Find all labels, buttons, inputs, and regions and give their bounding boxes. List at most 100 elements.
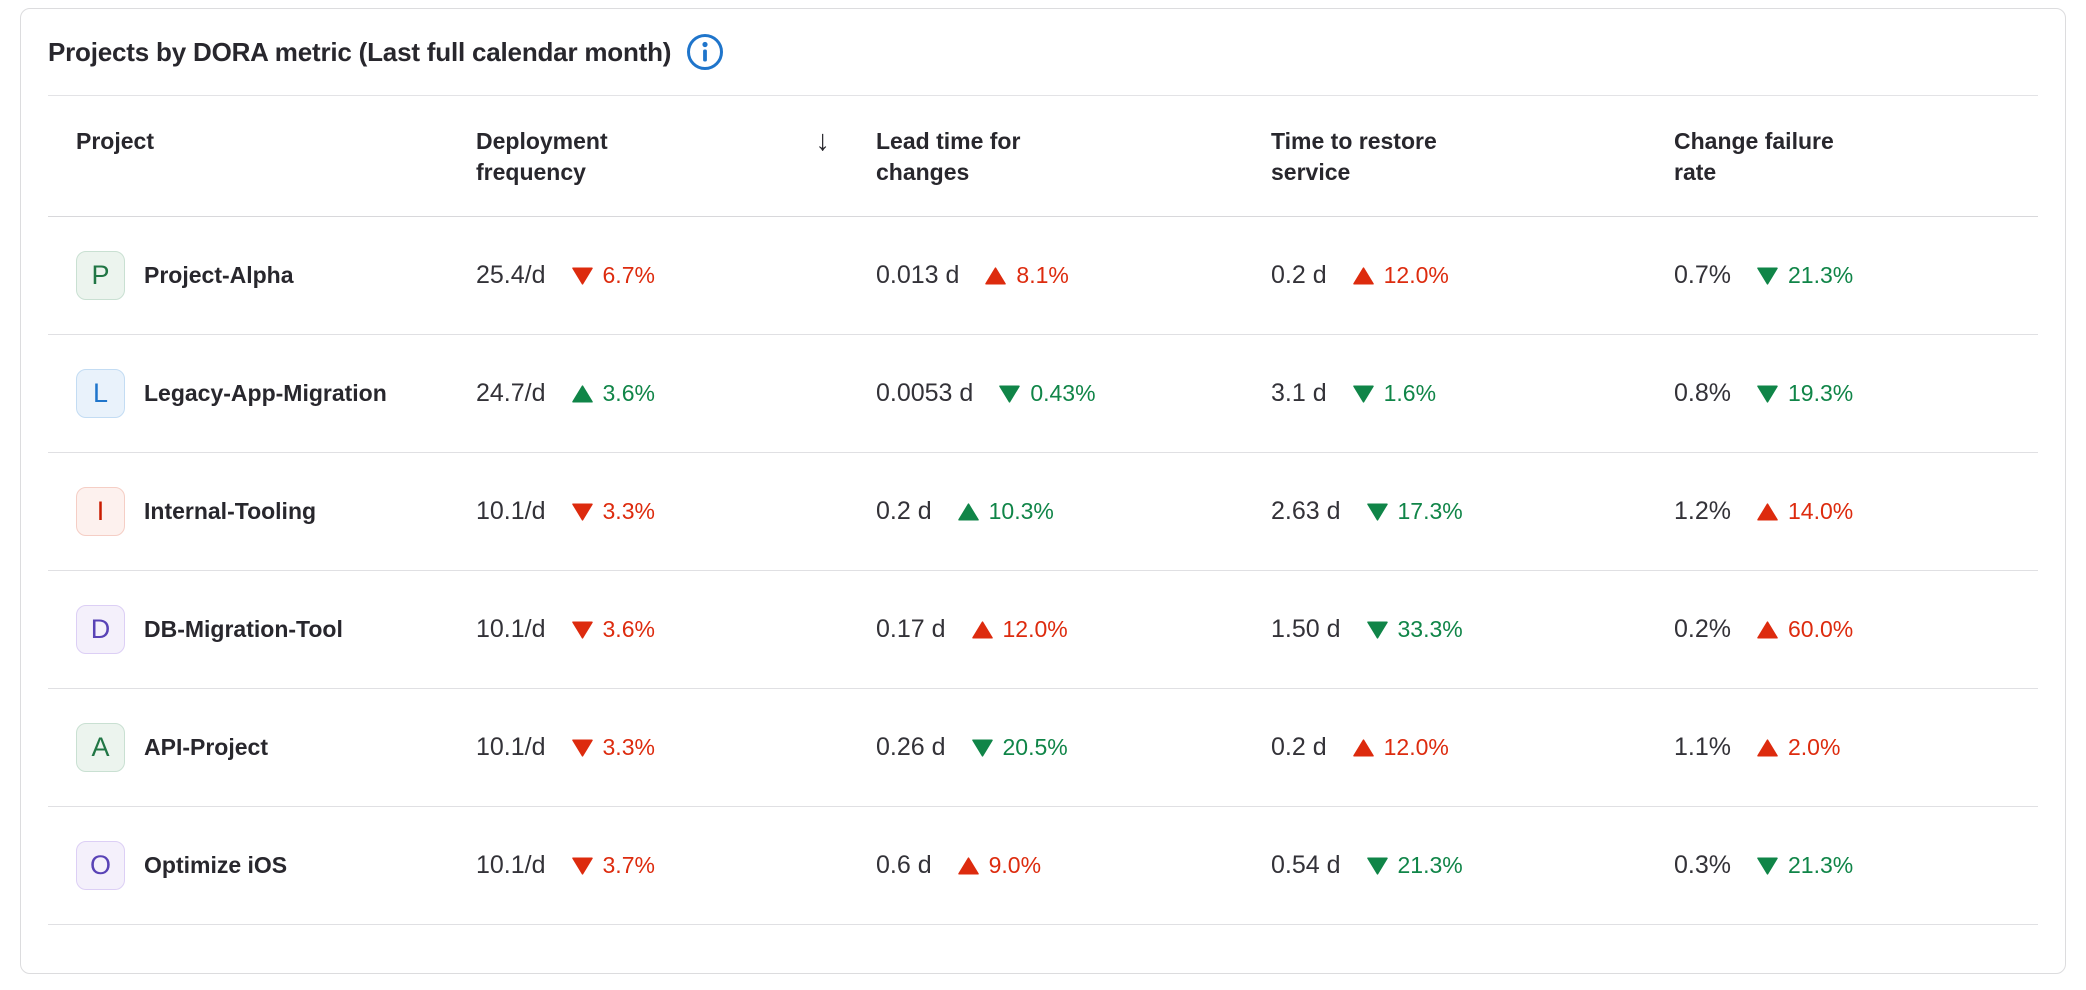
- metric-value: 24.7/d: [476, 379, 546, 407]
- column-header-change-failure-rate[interactable]: Change failure rate: [1674, 96, 2040, 216]
- trend-indicator: 21.3%: [1757, 262, 1853, 289]
- metric-value: 25.4/d: [476, 261, 546, 289]
- trend-down-icon: [1366, 502, 1388, 521]
- project-name-link[interactable]: Legacy-App-Migration: [144, 380, 387, 406]
- trend-change-value: 3.3%: [602, 734, 655, 760]
- trend-down-icon: [1352, 384, 1374, 403]
- trend-down-icon: [1366, 856, 1388, 875]
- column-header-time-to-restore-service[interactable]: Time to restore service: [1271, 96, 1674, 216]
- metric-cell: 0.6 d 9.0%: [876, 851, 1271, 880]
- project-cell: I Internal-Tooling: [48, 487, 476, 536]
- project-cell: A API-Project: [48, 723, 476, 772]
- project-cell: D DB-Migration-Tool: [48, 605, 476, 654]
- metric-cell: 3.1 d 1.6%: [1271, 379, 1674, 408]
- project-cell: P Project-Alpha: [48, 251, 476, 300]
- trend-indicator: 12.0%: [1352, 262, 1449, 289]
- trend-indicator: 3.3%: [571, 734, 655, 761]
- table-row: A API-Project 10.1/d 3.3% 0.26 d 20.5% 0.2 d 12…: [48, 689, 2038, 807]
- table-row: D DB-Migration-Tool 10.1/d 3.6% 0.17 d 12.0% 1…: [48, 571, 2038, 689]
- trend-down-icon: [1366, 620, 1388, 639]
- metric-cell: 0.8% 19.3%: [1674, 379, 2040, 408]
- project-avatar: O: [76, 841, 125, 890]
- metric-value: 10.1/d: [476, 615, 546, 643]
- trend-down-icon: [1757, 856, 1778, 875]
- project-name-link[interactable]: DB-Migration-Tool: [144, 616, 343, 642]
- project-name-link[interactable]: API-Project: [144, 734, 268, 760]
- trend-change-value: 33.3%: [1397, 616, 1463, 642]
- trend-change-value: 8.1%: [1016, 262, 1069, 288]
- metric-value: 0.2 d: [876, 497, 932, 525]
- trend-up-icon: [1352, 738, 1374, 757]
- metric-value: 1.1%: [1674, 733, 1731, 761]
- column-header-label: Time to restore service: [1271, 128, 1437, 185]
- trend-down-icon: [571, 856, 593, 875]
- trend-up-icon: [957, 856, 979, 875]
- project-name-link[interactable]: Project-Alpha: [144, 262, 294, 288]
- project-avatar: P: [76, 251, 125, 300]
- trend-up-icon: [971, 620, 993, 639]
- trend-down-icon: [571, 620, 593, 639]
- project-avatar: A: [76, 723, 125, 772]
- metric-value: 0.2%: [1674, 615, 1731, 643]
- trend-indicator: 6.7%: [571, 262, 655, 289]
- metric-cell: 2.63 d 17.3%: [1271, 497, 1674, 526]
- metric-value: 0.8%: [1674, 379, 1731, 407]
- trend-indicator: 60.0%: [1757, 616, 1853, 643]
- metric-cell: 10.1/d 3.7%: [476, 851, 876, 880]
- column-header-lead-time-for-changes[interactable]: Lead time for changes: [876, 96, 1271, 216]
- trend-indicator: 9.0%: [957, 852, 1041, 879]
- project-cell: L Legacy-App-Migration: [48, 369, 476, 418]
- metric-cell: 0.17 d 12.0%: [876, 615, 1271, 644]
- trend-indicator: 12.0%: [1352, 734, 1449, 761]
- trend-up-icon: [571, 384, 593, 403]
- panel-header: Projects by DORA metric (Last full calen…: [48, 9, 2038, 96]
- table-row: L Legacy-App-Migration 24.7/d 3.6% 0.0053 d 0…: [48, 335, 2038, 453]
- column-header-deployment-frequency[interactable]: Deployment frequency ↓: [476, 96, 876, 216]
- metric-value: 3.1 d: [1271, 379, 1327, 407]
- trend-indicator: 3.7%: [571, 852, 655, 879]
- trend-down-icon: [971, 738, 993, 757]
- metric-cell: 24.7/d 3.6%: [476, 379, 876, 408]
- trend-down-icon: [1757, 266, 1778, 285]
- metric-value: 0.7%: [1674, 261, 1731, 289]
- trend-indicator: 14.0%: [1757, 498, 1853, 525]
- trend-change-value: 3.6%: [602, 616, 655, 642]
- trend-indicator: 17.3%: [1366, 498, 1463, 525]
- metric-cell: 0.2 d 12.0%: [1271, 733, 1674, 762]
- info-circle-icon[interactable]: [685, 32, 725, 72]
- column-header-label: Lead time for changes: [876, 128, 1021, 185]
- trend-change-value: 21.3%: [1397, 852, 1463, 878]
- table-row: P Project-Alpha 25.4/d 6.7% 0.013 d 8.1% 0.2 d…: [48, 217, 2038, 335]
- metric-value: 0.3%: [1674, 851, 1731, 879]
- dora-metrics-panel: Projects by DORA metric (Last full calen…: [20, 8, 2066, 974]
- metric-value: 0.2 d: [1271, 733, 1327, 761]
- metric-cell: 0.26 d 20.5%: [876, 733, 1271, 762]
- trend-change-value: 12.0%: [1383, 734, 1449, 760]
- metric-cell: 1.1% 2.0%: [1674, 733, 2040, 762]
- trend-change-value: 0.43%: [1030, 380, 1096, 406]
- trend-indicator: 3.3%: [571, 498, 655, 525]
- metric-value: 0.26 d: [876, 733, 946, 761]
- trend-change-value: 19.3%: [1787, 380, 1854, 406]
- trend-change-value: 12.0%: [1002, 616, 1068, 642]
- sort-descending-icon: ↓: [815, 125, 831, 157]
- project-name-link[interactable]: Optimize iOS: [144, 852, 288, 878]
- trend-indicator: 10.3%: [957, 498, 1054, 525]
- metric-value: 0.17 d: [876, 615, 946, 643]
- metric-cell: 0.7% 21.3%: [1674, 261, 2040, 290]
- project-name-link[interactable]: Internal-Tooling: [144, 498, 317, 524]
- trend-indicator: 3.6%: [571, 616, 655, 643]
- metric-cell: 0.2% 60.0%: [1674, 615, 2040, 644]
- trend-change-value: 17.3%: [1397, 498, 1463, 524]
- trend-up-icon: [1757, 502, 1778, 521]
- trend-change-value: 60.0%: [1787, 616, 1854, 642]
- metric-value: 0.0053 d: [876, 379, 974, 407]
- column-header-label: Project: [76, 128, 154, 154]
- column-header-project[interactable]: Project: [48, 96, 476, 216]
- project-cell: O Optimize iOS: [48, 841, 476, 890]
- project-avatar: L: [76, 369, 125, 418]
- metric-cell: 0.54 d 21.3%: [1271, 851, 1674, 880]
- metric-cell: 0.3% 21.3%: [1674, 851, 2040, 880]
- table-row: I Internal-Tooling 10.1/d 3.3% 0.2 d 10.3% 2.6…: [48, 453, 2038, 571]
- trend-change-value: 14.0%: [1787, 498, 1854, 524]
